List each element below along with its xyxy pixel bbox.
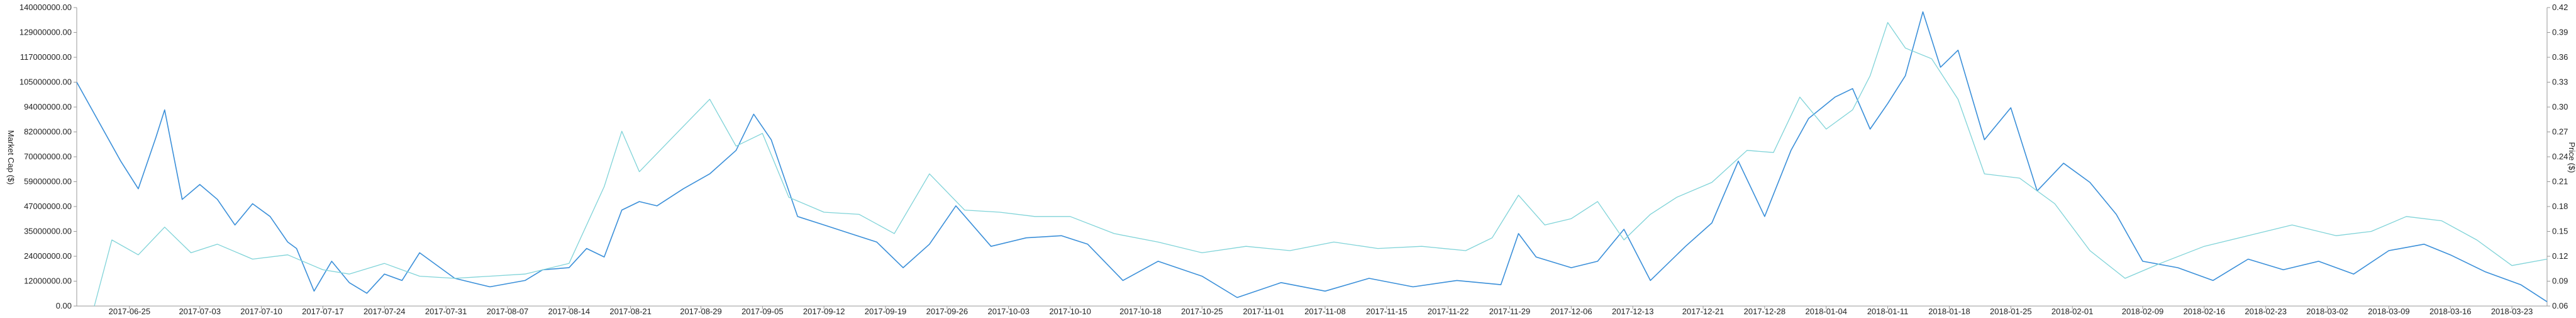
right-axis-tick-label: 0.42 bbox=[2552, 3, 2568, 12]
left-axis-tick-label: 59000000.00 bbox=[24, 177, 72, 186]
x-axis-tick-label: 2017-09-12 bbox=[803, 307, 845, 315]
x-axis-tick-label: 2017-07-17 bbox=[302, 307, 344, 315]
left-axis-tick-label: 24000000.00 bbox=[24, 251, 72, 261]
x-axis-tick-label: 2017-12-06 bbox=[1550, 307, 1592, 315]
x-axis-tick-label: 2018-03-02 bbox=[2306, 307, 2348, 315]
right-axis-tick-label: 0.12 bbox=[2552, 251, 2568, 261]
left-axis-ticks: 0.00 12000000.00 24000000.00 35000000.00 470… bbox=[19, 3, 77, 310]
x-axis-tick-label: 2017-10-25 bbox=[1181, 307, 1223, 315]
right-axis-tick-label: 0.30 bbox=[2552, 102, 2568, 111]
x-axis-tick-label: 2018-02-16 bbox=[2184, 307, 2226, 315]
x-axis-tick-label: 2017-11-15 bbox=[1366, 307, 1407, 315]
x-axis-tick-label: 2017-11-01 bbox=[1243, 307, 1284, 315]
x-axis-tick-label: 2017-08-14 bbox=[548, 307, 591, 315]
x-axis-tick-label: 2018-02-09 bbox=[2122, 307, 2164, 315]
x-axis-tick-label: 2017-07-03 bbox=[179, 307, 221, 315]
x-axis-tick-label: 2017-11-08 bbox=[1304, 307, 1346, 315]
x-axis-tick-label: 2017-08-29 bbox=[680, 307, 722, 315]
right-axis-tick-label: 0.39 bbox=[2552, 28, 2568, 37]
x-axis-tick-label: 2017-07-24 bbox=[364, 307, 406, 315]
x-axis-tick-label: 2017-11-22 bbox=[1428, 307, 1469, 315]
x-axis-tick-label: 2017-12-28 bbox=[1744, 307, 1786, 315]
left-axis-tick-label: 94000000.00 bbox=[24, 102, 72, 111]
x-axis-tick-label: 2018-03-16 bbox=[2429, 307, 2472, 315]
left-axis-title: Market Cap ($) bbox=[6, 130, 16, 185]
x-axis-tick-label: 2017-09-19 bbox=[865, 307, 907, 315]
x-axis-tick-label: 2017-08-07 bbox=[487, 307, 529, 315]
x-axis-tick-label: 2017-07-31 bbox=[425, 307, 467, 315]
x-axis-tick-label: 2018-01-11 bbox=[1867, 307, 1909, 315]
right-axis-tick-label: 0.36 bbox=[2552, 52, 2568, 62]
x-axis-tick-label: 2017-10-10 bbox=[1049, 307, 1091, 315]
right-axis-tick-label: 0.33 bbox=[2552, 77, 2568, 87]
x-axis-tick-label: 2017-12-21 bbox=[1682, 307, 1724, 315]
right-axis-ticks: 0.06 0.09 0.12 0.15 0.18 0.21 0.24 0.27 0.30 0.33… bbox=[2547, 3, 2568, 310]
right-axis-tick-label: 0.21 bbox=[2552, 177, 2568, 186]
right-axis-title: Price ($) bbox=[2567, 142, 2576, 173]
x-axis-tick-label: 2017-07-10 bbox=[240, 307, 282, 315]
x-axis-tick-label: 2017-09-05 bbox=[741, 307, 784, 315]
axes-layer bbox=[77, 8, 2547, 306]
x-axis-tick-label: 2017-10-18 bbox=[1119, 307, 1162, 315]
right-axis-tick-label: 0.24 bbox=[2552, 152, 2568, 161]
right-axis-tick-label: 0.06 bbox=[2552, 301, 2568, 310]
x-axis-tick-label: 2018-02-23 bbox=[2245, 307, 2287, 315]
x-axis-tick-label: 2017-06-25 bbox=[109, 307, 151, 315]
x-axis-tick-label: 2017-08-21 bbox=[609, 307, 652, 315]
x-axis-ticks: 2017-06-25 2017-07-03 2017-07-10 2017-07-17… bbox=[109, 306, 2533, 315]
x-axis-tick-label: 2018-01-04 bbox=[1806, 307, 1848, 315]
series-line-2 bbox=[94, 23, 2547, 306]
left-axis-tick-label: 70000000.00 bbox=[24, 152, 72, 161]
left-axis-tick-label: 105000000.00 bbox=[19, 77, 72, 87]
series-line-1 bbox=[77, 12, 2547, 302]
right-axis-tick-label: 0.09 bbox=[2552, 276, 2568, 286]
left-axis-tick-label: 12000000.00 bbox=[24, 276, 72, 286]
x-axis-tick-label: 2018-03-09 bbox=[2368, 307, 2410, 315]
x-axis-tick-label: 2017-12-13 bbox=[1612, 307, 1654, 315]
left-axis-tick-label: 129000000.00 bbox=[19, 28, 72, 37]
x-axis-tick-label: 2017-10-03 bbox=[987, 307, 1030, 315]
right-axis-tick-label: 0.15 bbox=[2552, 227, 2568, 236]
x-axis-tick-label: 2017-09-26 bbox=[926, 307, 969, 315]
x-axis-tick-label: 2017-11-29 bbox=[1489, 307, 1531, 315]
left-axis-tick-label: 0.00 bbox=[56, 301, 72, 310]
left-axis-tick-label: 140000000.00 bbox=[19, 3, 72, 12]
series-layer bbox=[77, 12, 2547, 306]
left-axis-tick-label: 47000000.00 bbox=[24, 202, 72, 211]
left-axis-tick-label: 35000000.00 bbox=[24, 227, 72, 236]
right-axis-tick-label: 0.27 bbox=[2552, 127, 2568, 137]
left-axis-tick-label: 82000000.00 bbox=[24, 127, 72, 137]
x-axis-tick-label: 2018-02-01 bbox=[2051, 307, 2094, 315]
x-axis-tick-label: 2018-01-25 bbox=[1990, 307, 2032, 315]
left-axis-tick-label: 117000000.00 bbox=[20, 52, 72, 62]
x-axis-tick-label: 2018-01-18 bbox=[1928, 307, 1970, 315]
x-axis-tick-label: 2018-03-23 bbox=[2491, 307, 2533, 315]
right-axis-tick-label: 0.18 bbox=[2552, 202, 2568, 211]
